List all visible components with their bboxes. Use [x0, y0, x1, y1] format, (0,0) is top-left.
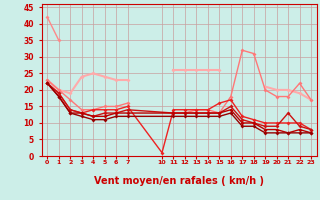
X-axis label: Vent moyen/en rafales ( km/h ): Vent moyen/en rafales ( km/h ): [94, 176, 264, 186]
